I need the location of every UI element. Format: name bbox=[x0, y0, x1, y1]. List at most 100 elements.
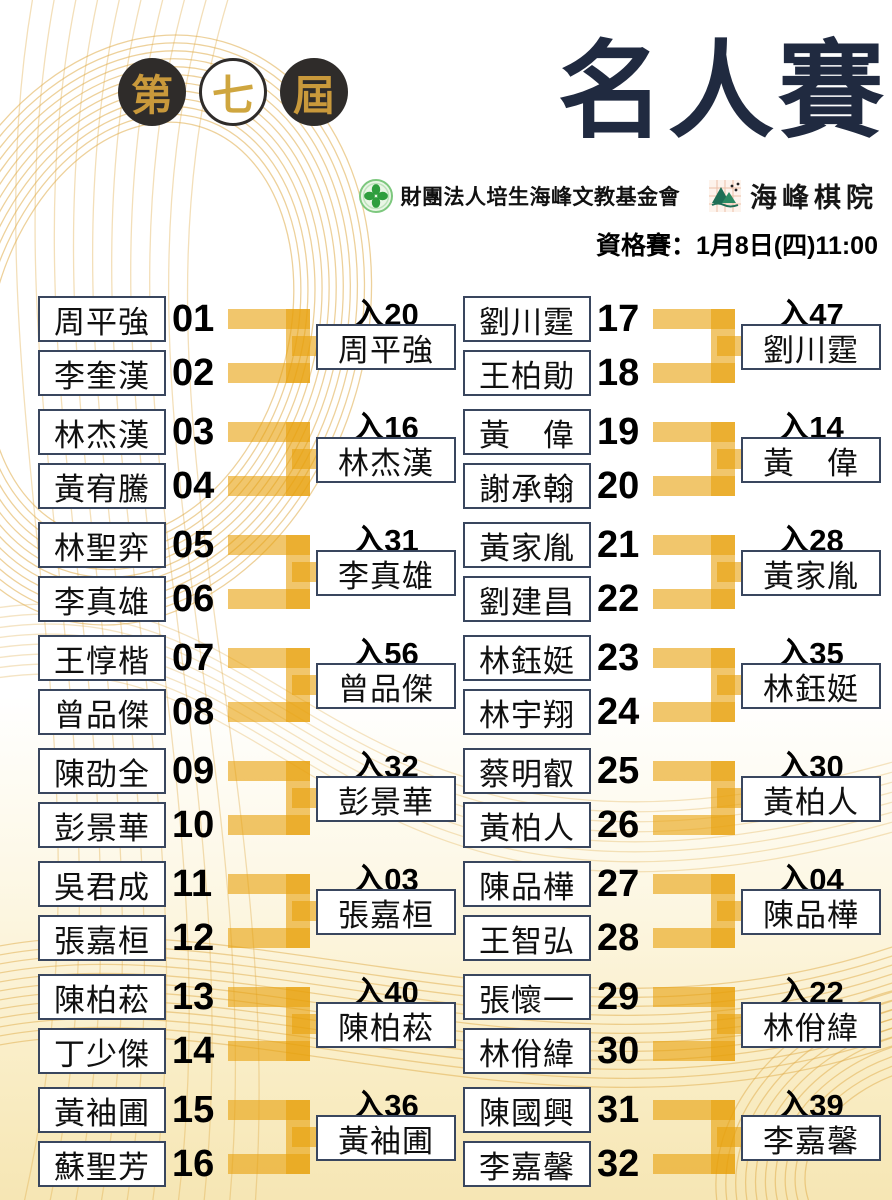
player-name-box: 謝承翰 bbox=[463, 463, 591, 509]
winner-name: 陳品樺 bbox=[763, 897, 859, 934]
player-name-box: 黃柏人 bbox=[463, 802, 591, 848]
player-name: 李奎漢 bbox=[54, 358, 150, 395]
organizer-row: 財團法人培生海峰文教基金會 海峰棋院 bbox=[358, 176, 879, 215]
player-seed-number: 20 bbox=[597, 465, 640, 507]
winner-name: 林杰漢 bbox=[338, 445, 434, 482]
match-group: 林鈺娗 23 林宇翔 24 入35 林鈺娗 bbox=[463, 635, 883, 735]
winner-name-box: 林杰漢 bbox=[316, 437, 456, 483]
player-seed-number: 24 bbox=[597, 691, 640, 733]
winner-name-box: 黃 偉 bbox=[741, 437, 881, 483]
winner-name-box: 黃柏人 bbox=[741, 776, 881, 822]
academy-name: 海峰棋院 bbox=[750, 183, 878, 214]
player-name: 丁少傑 bbox=[54, 1036, 150, 1073]
player-name: 蘇聖芳 bbox=[54, 1149, 150, 1186]
bracket-column-right: 劉川霆 17 王柏勛 18 入47 劉川霆 黃 偉 19 謝承翰 20 入14 … bbox=[463, 296, 883, 1187]
match-group: 黃袖圃 15 蘇聖芳 16 入36 黃袖圃 bbox=[38, 1087, 458, 1187]
player-name-box: 李嘉馨 bbox=[463, 1141, 591, 1187]
player-name-box: 陳柏菘 bbox=[38, 974, 166, 1020]
player-name-box: 林杰漢 bbox=[38, 409, 166, 455]
player-name: 彭景華 bbox=[54, 810, 150, 847]
player-name: 黃家胤 bbox=[479, 530, 575, 567]
player-name-box: 丁少傑 bbox=[38, 1028, 166, 1074]
player-seed-number: 05 bbox=[172, 524, 215, 566]
player-name-box: 劉建昌 bbox=[463, 576, 591, 622]
player-name: 曾品傑 bbox=[54, 697, 150, 734]
player-name: 吳君成 bbox=[54, 869, 150, 906]
player-name-box: 陳國興 bbox=[463, 1087, 591, 1133]
player-name-box: 蘇聖芳 bbox=[38, 1141, 166, 1187]
goban-mountain-icon bbox=[709, 179, 741, 212]
winner-name-box: 陳品樺 bbox=[741, 889, 881, 935]
player-seed-number: 12 bbox=[172, 917, 215, 959]
player-name-box: 陳劭全 bbox=[38, 748, 166, 794]
player-name: 王惇楷 bbox=[54, 643, 150, 680]
player-name: 陳柏菘 bbox=[54, 982, 150, 1019]
match-group: 黃家胤 21 劉建昌 22 入28 黃家胤 bbox=[463, 522, 883, 622]
player-name: 張懷一 bbox=[479, 982, 575, 1019]
player-seed-number: 16 bbox=[172, 1143, 215, 1185]
player-name-box: 曾品傑 bbox=[38, 689, 166, 735]
player-seed-number: 17 bbox=[597, 298, 640, 340]
player-name: 林杰漢 bbox=[54, 417, 150, 454]
player-name: 黃柏人 bbox=[479, 810, 575, 847]
match-group: 王惇楷 07 曾品傑 08 入56 曾品傑 bbox=[38, 635, 458, 735]
badge-qi-char: 七 bbox=[211, 70, 254, 120]
player-name-box: 彭景華 bbox=[38, 802, 166, 848]
player-seed-number: 19 bbox=[597, 411, 640, 453]
winner-name: 黃袖圃 bbox=[338, 1123, 434, 1160]
player-seed-number: 25 bbox=[597, 750, 640, 792]
player-name: 黃 偉 bbox=[479, 417, 575, 454]
player-name-box: 王智弘 bbox=[463, 915, 591, 961]
player-seed-number: 28 bbox=[597, 917, 640, 959]
winner-name-box: 黃家胤 bbox=[741, 550, 881, 596]
player-name: 陳劭全 bbox=[54, 756, 150, 793]
player-name-box: 張懷一 bbox=[463, 974, 591, 1020]
player-name: 劉川霆 bbox=[479, 304, 575, 341]
match-group: 陳國興 31 李嘉馨 32 入39 李嘉馨 bbox=[463, 1087, 883, 1187]
player-name: 王柏勛 bbox=[479, 358, 575, 395]
player-seed-number: 26 bbox=[597, 804, 640, 846]
winner-name: 周平強 bbox=[338, 332, 434, 369]
player-name: 李嘉馨 bbox=[479, 1149, 575, 1186]
winner-name-box: 曾品傑 bbox=[316, 663, 456, 709]
winner-name: 黃家胤 bbox=[763, 558, 859, 595]
winner-name-box: 林佾緯 bbox=[741, 1002, 881, 1048]
badge-qi: 七 bbox=[199, 58, 267, 126]
player-seed-number: 29 bbox=[597, 976, 640, 1018]
match-group: 蔡明叡 25 黃柏人 26 入30 黃柏人 bbox=[463, 748, 883, 848]
winner-name: 劉川霆 bbox=[763, 332, 859, 369]
match-group: 林聖弈 05 李真雄 06 入31 李真雄 bbox=[38, 522, 458, 622]
player-name: 林宇翔 bbox=[479, 697, 575, 734]
foundation-name: 財團法人培生海峰文教基金會 bbox=[400, 185, 680, 209]
player-seed-number: 09 bbox=[172, 750, 215, 792]
winner-name: 張嘉桓 bbox=[338, 897, 434, 934]
title-char-ren: 人 bbox=[668, 27, 774, 153]
player-name-box: 黃 偉 bbox=[463, 409, 591, 455]
match-group: 劉川霆 17 王柏勛 18 入47 劉川霆 bbox=[463, 296, 883, 396]
qualifier-schedule: 資格賽：1月8日(四)11:00 bbox=[595, 232, 878, 260]
player-seed-number: 32 bbox=[597, 1143, 640, 1185]
title-char-sai: 賽 bbox=[778, 27, 884, 153]
player-seed-number: 04 bbox=[172, 465, 215, 507]
winner-name-box: 李真雄 bbox=[316, 550, 456, 596]
winner-name-box: 張嘉桓 bbox=[316, 889, 456, 935]
player-name: 李真雄 bbox=[54, 584, 150, 621]
badge-jie: 屆 bbox=[280, 58, 348, 126]
player-name-box: 黃家胤 bbox=[463, 522, 591, 568]
match-group: 黃 偉 19 謝承翰 20 入14 黃 偉 bbox=[463, 409, 883, 509]
player-seed-number: 31 bbox=[597, 1089, 640, 1131]
winner-name-box: 黃袖圃 bbox=[316, 1115, 456, 1161]
page-title: 名 人 賽 bbox=[558, 18, 884, 163]
match-group: 陳品樺 27 王智弘 28 入04 陳品樺 bbox=[463, 861, 883, 961]
winner-name: 李真雄 bbox=[338, 558, 434, 595]
badge-jie-char: 屆 bbox=[292, 70, 335, 120]
player-name-box: 李奎漢 bbox=[38, 350, 166, 396]
winner-name: 林鈺娗 bbox=[763, 671, 859, 708]
player-seed-number: 18 bbox=[597, 352, 640, 394]
player-name: 劉建昌 bbox=[479, 584, 575, 621]
winner-name: 彭景華 bbox=[338, 784, 434, 821]
player-name: 林聖弈 bbox=[54, 530, 150, 567]
player-name-box: 黃宥騰 bbox=[38, 463, 166, 509]
winner-name-box: 林鈺娗 bbox=[741, 663, 881, 709]
